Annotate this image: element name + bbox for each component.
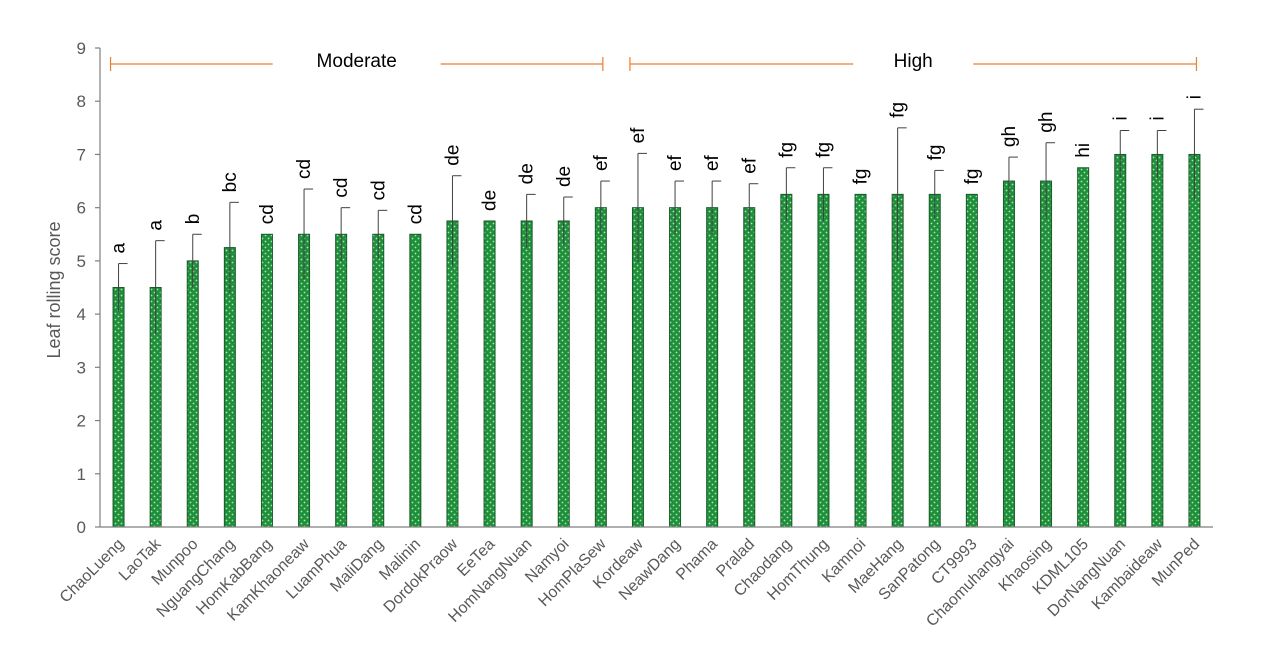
significance-letter: fg <box>776 142 797 158</box>
bar <box>186 260 199 528</box>
y-tick-label: 3 <box>77 358 86 377</box>
significance-letter: ef <box>665 154 686 171</box>
bar <box>1114 153 1127 528</box>
bar <box>1188 153 1201 528</box>
significance-letter: ef <box>591 154 612 171</box>
significance-letter: fg <box>888 102 909 118</box>
significance-letter: fg <box>925 145 946 161</box>
significance-letter: i <box>1184 95 1205 99</box>
bar <box>594 207 607 528</box>
y-tick-label: 8 <box>77 92 86 111</box>
significance-letter: fg <box>962 169 983 185</box>
bar <box>743 207 756 528</box>
significance-letter: de <box>442 145 463 166</box>
significance-letter: a <box>109 243 130 254</box>
bar <box>669 207 682 528</box>
y-ticks: 0 1 2 3 4 5 6 7 8 9 <box>77 39 100 537</box>
error-bars <box>118 108 1204 335</box>
significance-letter: a <box>146 220 167 231</box>
significance-letter: de <box>517 163 538 184</box>
y-axis-title: Leaf rolling score <box>44 221 64 358</box>
significance-letter: hi <box>1073 143 1094 158</box>
significance-letter: ef <box>739 157 760 174</box>
x-category-label: Phama <box>673 536 721 584</box>
y-tick-label: 9 <box>77 39 86 58</box>
bar <box>928 193 941 528</box>
y-tick-label: 2 <box>77 412 86 431</box>
significance-letter: cd <box>331 178 352 198</box>
significance-letter: bc <box>220 172 241 192</box>
bar <box>520 220 533 528</box>
bar <box>817 193 830 528</box>
bar <box>706 207 719 528</box>
bar <box>557 220 570 528</box>
significance-letter: fg <box>851 169 872 185</box>
significance-letter: i <box>1110 116 1131 120</box>
bar <box>1002 180 1015 528</box>
bar <box>112 287 125 528</box>
bar <box>780 193 793 528</box>
y-tick-label: 4 <box>77 305 86 324</box>
bar <box>1151 153 1164 528</box>
y-tick-label: 0 <box>77 518 86 537</box>
y-tick-label: 7 <box>77 145 86 164</box>
significance-letter: de <box>554 166 575 187</box>
significance-letter: de <box>480 190 501 211</box>
bar <box>446 220 459 528</box>
group-label: High <box>894 51 933 72</box>
significance-letter: cd <box>257 204 278 224</box>
bar <box>372 233 385 528</box>
bar <box>335 233 348 528</box>
significance-letter: fg <box>813 142 834 158</box>
bar <box>409 233 422 528</box>
bar <box>1040 180 1053 528</box>
x-category-labels: ChaoLuengLaoTakMunpooNguangChangHomKabBa… <box>57 535 1203 630</box>
significance-letter: ef <box>702 154 723 171</box>
y-tick-label: 1 <box>77 465 86 484</box>
significance-letter: b <box>183 214 204 225</box>
significance-letter: cd <box>405 204 426 224</box>
significance-letter: cd <box>294 159 315 179</box>
bar <box>854 193 867 528</box>
group-label: Moderate <box>317 51 397 72</box>
axes <box>99 48 1213 528</box>
significance-letter: ef <box>628 127 649 144</box>
bar <box>260 233 273 528</box>
significance-letter: gh <box>1036 112 1057 133</box>
significance-letter: cd <box>368 180 389 200</box>
significance-letter: gh <box>999 126 1020 147</box>
y-tick-label: 5 <box>77 252 86 271</box>
significance-letter: i <box>1147 116 1168 120</box>
bar <box>965 193 978 528</box>
group-brackets: Moderate High <box>109 51 1198 72</box>
bar <box>1077 167 1090 528</box>
bar <box>483 220 496 528</box>
y-tick-label: 6 <box>77 199 86 218</box>
